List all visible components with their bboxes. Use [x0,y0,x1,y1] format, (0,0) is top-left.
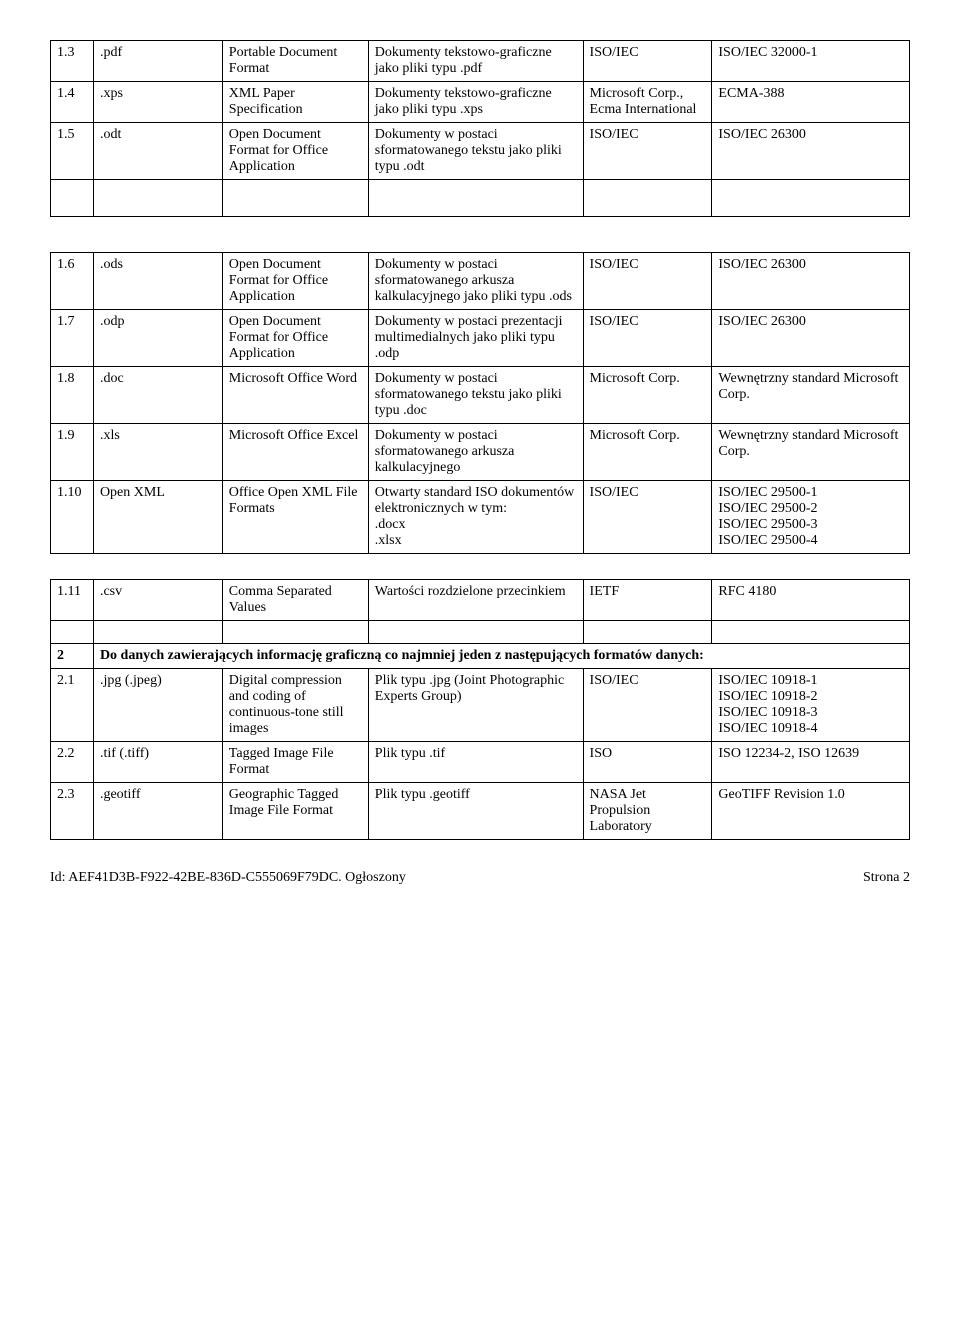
cell-n: 1.8 [51,367,94,424]
cell-std: ISO/IEC 26300 [712,253,910,310]
cell-ext: .doc [93,367,222,424]
cell-n: 1.11 [51,580,94,621]
cell-org: ISO/IEC [583,123,712,180]
cell-ext: .csv [93,580,222,621]
cell-name: Open Document Format for Office Applicat… [222,310,368,367]
cell-n: 1.9 [51,424,94,481]
cell-desc: Dokumenty w postaci sformatowanego tekst… [368,367,583,424]
cell-org: ISO/IEC [583,253,712,310]
table-row: 1.7.odpOpen Document Format for Office A… [51,310,910,367]
cell-org: NASA Jet Propulsion Laboratory [583,783,712,840]
table-row: 1.11.csvComma Separated ValuesWartości r… [51,580,910,621]
cell-std: ISO/IEC 10918-1ISO/IEC 10918-2ISO/IEC 10… [712,669,910,742]
cell-org: Microsoft Corp. [583,424,712,481]
cell-desc: Dokumenty tekstowo-graficzne jako pliki … [368,82,583,123]
cell-std: ISO 12234-2, ISO 12639 [712,742,910,783]
cell-org: IETF [583,580,712,621]
cell-name: Comma Separated Values [222,580,368,621]
cell-name: Open Document Format for Office Applicat… [222,123,368,180]
cell-desc: Plik typu .geotiff [368,783,583,840]
formats-table-3: 1.11.csvComma Separated ValuesWartości r… [50,579,910,840]
section-title: Do danych zawierających informację grafi… [93,644,909,669]
cell-org: ISO/IEC [583,41,712,82]
cell-std: ISO/IEC 26300 [712,310,910,367]
table-row: 2.3.geotiffGeographic Tagged Image File … [51,783,910,840]
table-row: 1.8.docMicrosoft Office WordDokumenty w … [51,367,910,424]
formats-table: 1.3.pdfPortable Document FormatDokumenty… [50,40,910,217]
page-footer: Id: AEF41D3B-F922-42BE-836D-C555069F79DC… [50,870,910,886]
cell-desc: Dokumenty w postaci sformatowanego tekst… [368,123,583,180]
cell-std: RFC 4180 [712,580,910,621]
cell-org: ISO [583,742,712,783]
cell-std: Wewnętrzny standard Microsoft Corp. [712,424,910,481]
footer-id: Id: AEF41D3B-F922-42BE-836D-C555069F79DC… [50,870,406,886]
table-row: 2.1.jpg (.jpeg)Digital compression and c… [51,669,910,742]
cell-n: 1.10 [51,481,94,554]
cell-ext: .tif (.tiff) [93,742,222,783]
table-row: 1.6.odsOpen Document Format for Office A… [51,253,910,310]
cell-name: Office Open XML File Formats [222,481,368,554]
cell-org: ISO/IEC [583,669,712,742]
table-row: 1.3.pdfPortable Document FormatDokumenty… [51,41,910,82]
cell-n: 1.6 [51,253,94,310]
cell-name: Open Document Format for Office Applicat… [222,253,368,310]
cell-n: 2.1 [51,669,94,742]
cell-ext: .odt [93,123,222,180]
cell-name: XML Paper Specification [222,82,368,123]
cell-name: Portable Document Format [222,41,368,82]
cell-org: Microsoft Corp., Ecma International [583,82,712,123]
table-row: 1.5.odtOpen Document Format for Office A… [51,123,910,180]
cell-name: Digital compression and coding of contin… [222,669,368,742]
cell-desc: Dokumenty tekstowo-graficzne jako pliki … [368,41,583,82]
cell-std: Wewnętrzny standard Microsoft Corp. [712,367,910,424]
section-number: 2 [51,644,94,669]
cell-n: 2.2 [51,742,94,783]
cell-name: Tagged Image File Format [222,742,368,783]
formats-table-2: 1.6.odsOpen Document Format for Office A… [50,252,910,554]
table-row: 1.10Open XMLOffice Open XML File Formats… [51,481,910,554]
cell-n: 1.5 [51,123,94,180]
cell-desc: Dokumenty w postaci sformatowanego arkus… [368,253,583,310]
cell-ext: .odp [93,310,222,367]
section-header-row: 2Do danych zawierających informację graf… [51,644,910,669]
cell-desc: Wartości rozdzielone przecinkiem [368,580,583,621]
cell-std: GeoTIFF Revision 1.0 [712,783,910,840]
footer-page: Strona 2 [863,870,910,886]
cell-ext: .ods [93,253,222,310]
cell-ext: Open XML [93,481,222,554]
cell-n: 2.3 [51,783,94,840]
table-row: 1.9.xlsMicrosoft Office ExcelDokumenty w… [51,424,910,481]
cell-n: 1.4 [51,82,94,123]
cell-org: Microsoft Corp. [583,367,712,424]
cell-desc: Plik typu .jpg (Joint Photographic Exper… [368,669,583,742]
cell-org: ISO/IEC [583,481,712,554]
cell-std: ISO/IEC 29500-1ISO/IEC 29500-2ISO/IEC 29… [712,481,910,554]
cell-n: 1.3 [51,41,94,82]
cell-org: ISO/IEC [583,310,712,367]
table-row: 2.2.tif (.tiff)Tagged Image File FormatP… [51,742,910,783]
cell-desc: Dokumenty w postaci prezentacji multimed… [368,310,583,367]
cell-std: ISO/IEC 26300 [712,123,910,180]
cell-ext: .xls [93,424,222,481]
cell-ext: .xps [93,82,222,123]
cell-desc: Otwarty standard ISO dokumentów elektron… [368,481,583,554]
cell-name: Microsoft Office Excel [222,424,368,481]
table-row: 1.4.xpsXML Paper SpecificationDokumenty … [51,82,910,123]
cell-ext: .jpg (.jpeg) [93,669,222,742]
cell-desc: Dokumenty w postaci sformatowanego arkus… [368,424,583,481]
cell-desc: Plik typu .tif [368,742,583,783]
cell-ext: .geotiff [93,783,222,840]
cell-std: ECMA-388 [712,82,910,123]
cell-std: ISO/IEC 32000-1 [712,41,910,82]
cell-name: Geographic Tagged Image File Format [222,783,368,840]
cell-n: 1.7 [51,310,94,367]
cell-ext: .pdf [93,41,222,82]
cell-name: Microsoft Office Word [222,367,368,424]
